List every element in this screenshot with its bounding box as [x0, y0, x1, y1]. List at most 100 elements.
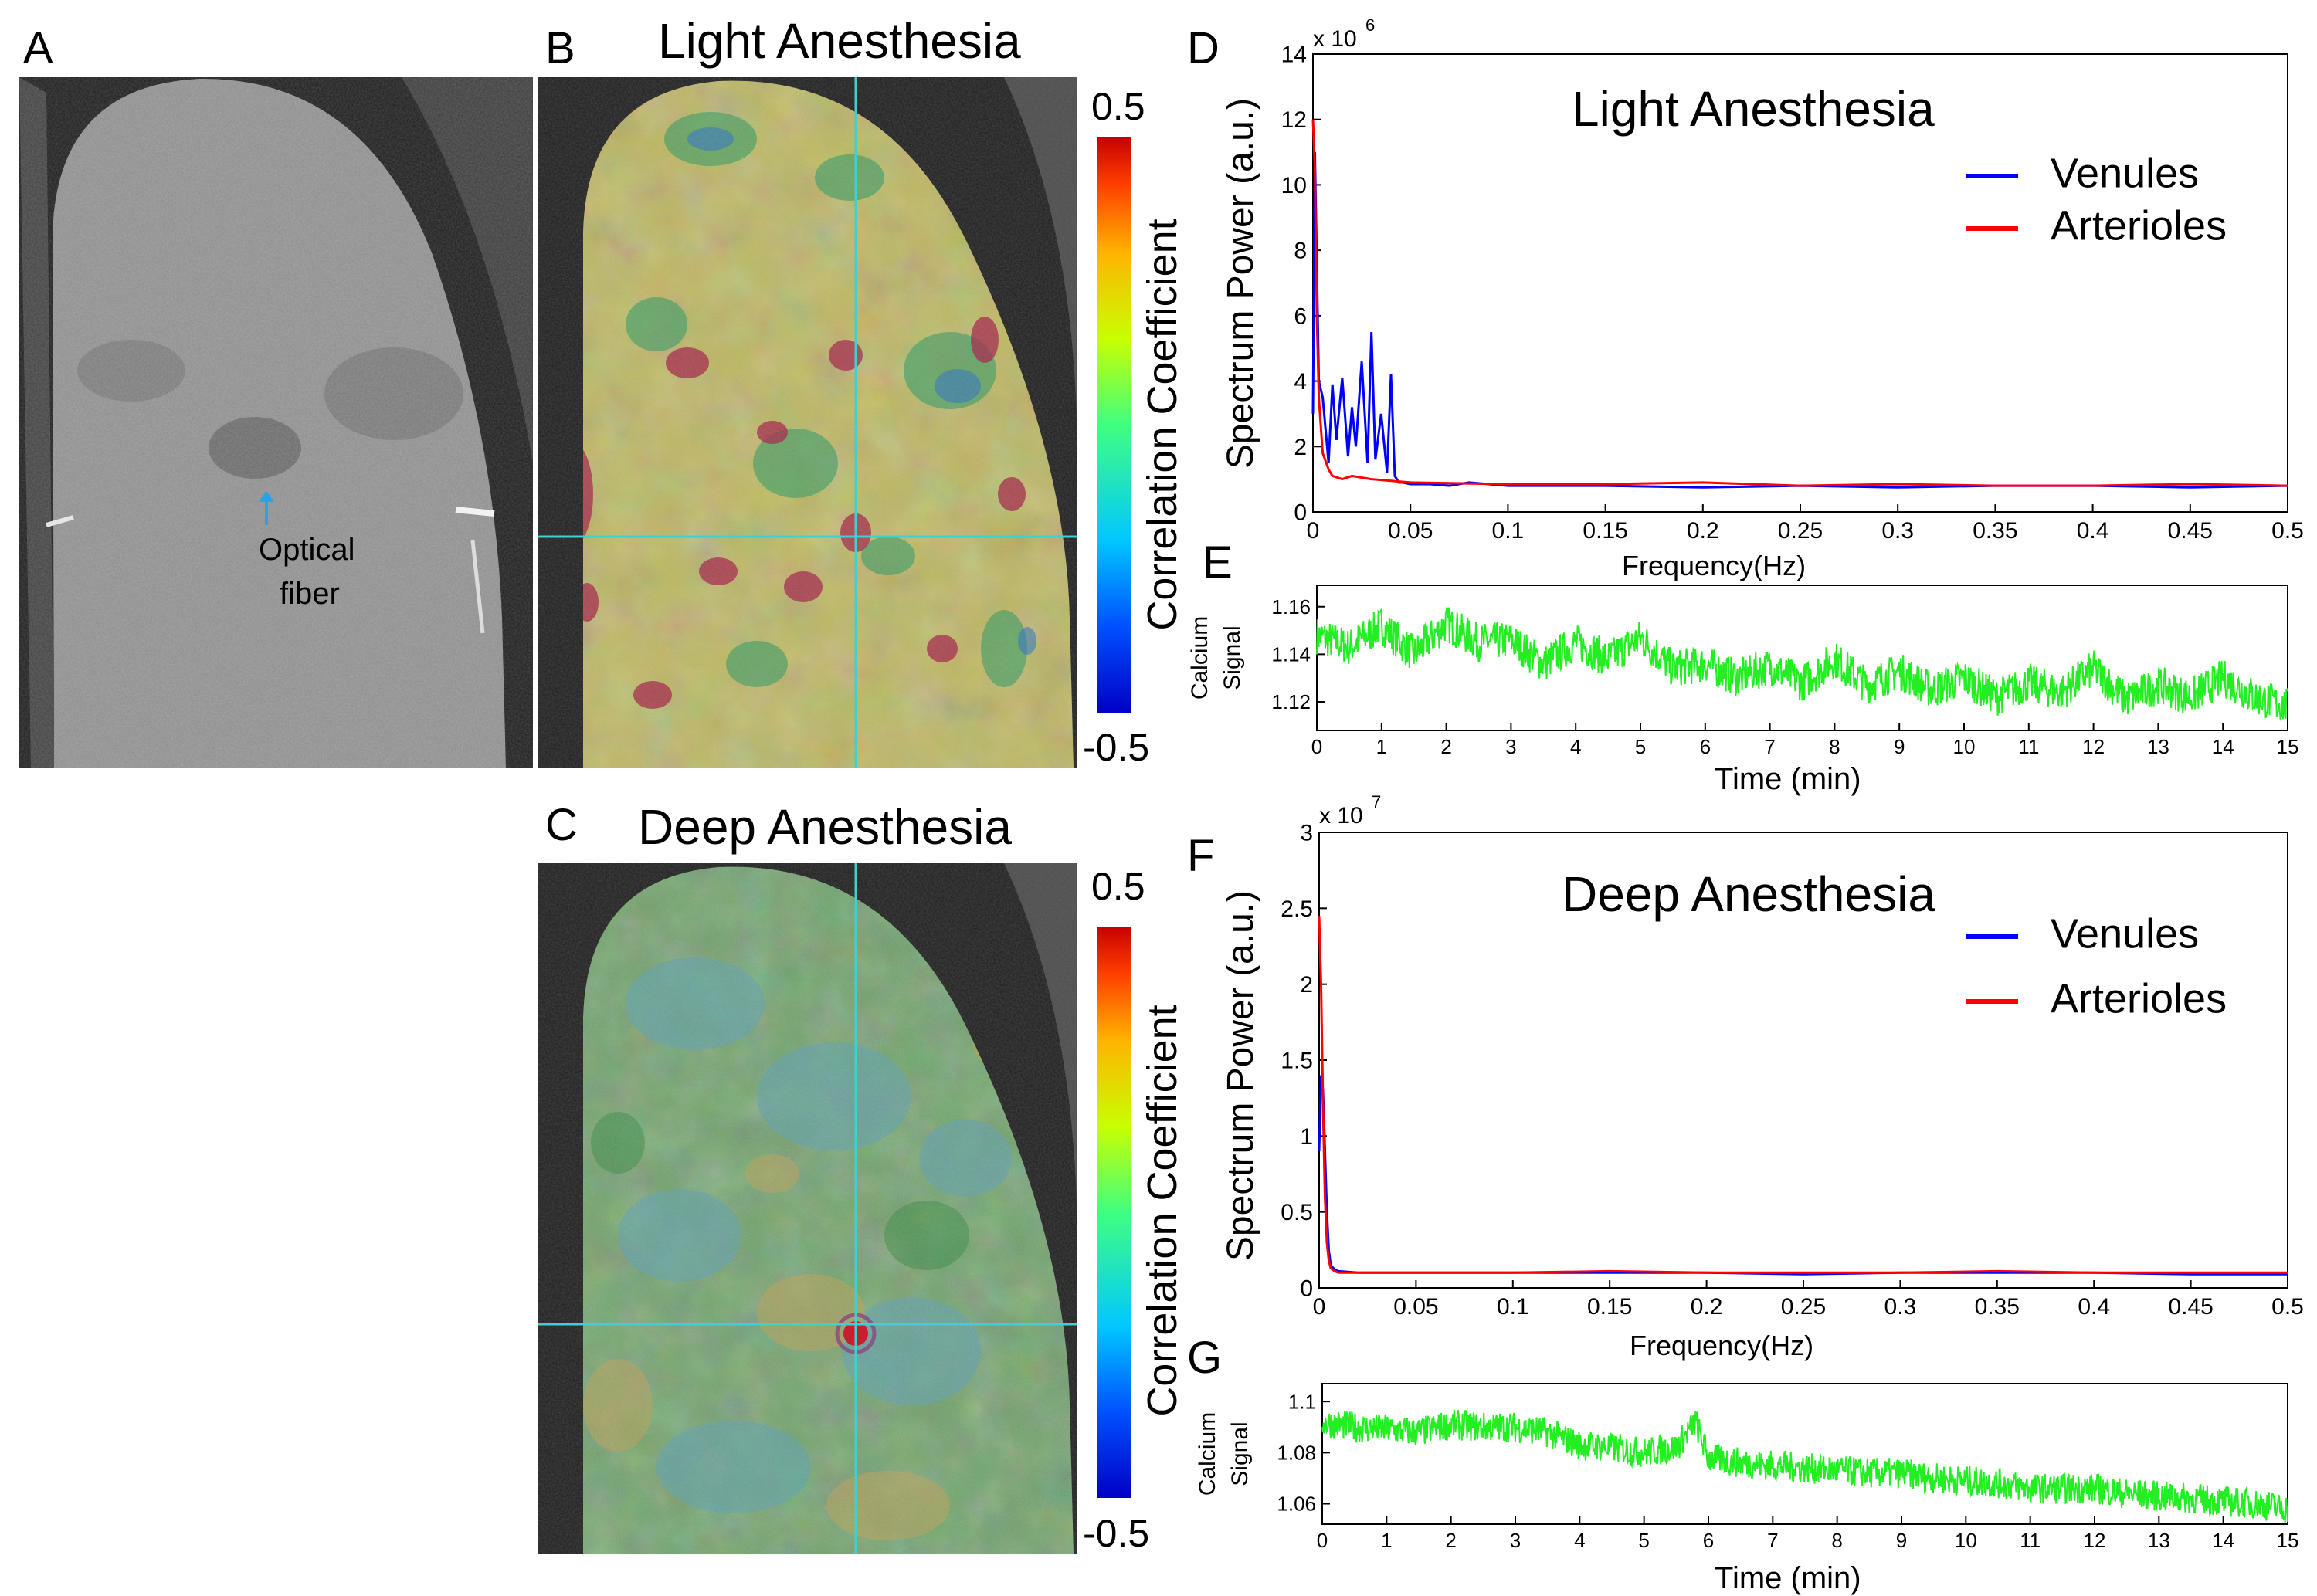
chart-d-ytick-label: 2	[1294, 435, 1307, 460]
panel-c-colorbar-max: 0.5	[1091, 865, 1145, 908]
chart-e-xtick-label: 2	[1440, 735, 1451, 758]
chart-e-xtick-label: 10	[1953, 735, 1976, 758]
chart-d-title: Light Anesthesia	[1572, 81, 1935, 137]
chart-f-exponent: x 10	[1319, 803, 1363, 828]
chart-g-xtick-label: 6	[1703, 1529, 1714, 1552]
chart-d-ytick-label: 4	[1294, 369, 1307, 395]
panel-letter-f: F	[1187, 831, 1214, 881]
panel-b-colorbar-min: -0.5	[1083, 726, 1149, 769]
chart-e-xtick-label: 1	[1376, 735, 1387, 758]
chart-e-ylabel-line1: Calcium	[1187, 616, 1213, 700]
optical-fiber-label-line2: fiber	[280, 577, 340, 611]
chart-e-ylabel-line2: Signal	[1220, 625, 1245, 690]
chart-e-xtick-label: 7	[1764, 735, 1775, 758]
chart-f-series-venules	[1318, 1075, 2288, 1276]
optical-fiber-label-line1: Optical	[259, 533, 355, 567]
chart-e-xtick-label: 9	[1894, 735, 1905, 758]
panel-c-correlation-map	[538, 863, 1077, 1554]
chart-f-exponent-power: 7	[1372, 792, 1381, 812]
chart-d-exponent-power: 6	[1365, 15, 1375, 35]
panel-b-correlation-map	[538, 77, 1077, 768]
chart-f-legend-arterioles: Arterioles	[2051, 975, 2227, 1022]
chart-f-xlabel: Frequency(Hz)	[1630, 1330, 1813, 1361]
chart-d-xtick-label: 0.3	[1881, 518, 1914, 544]
chart-f-xtick-label: 0.45	[2168, 1294, 2213, 1320]
chart-f-xtick-label: 0.4	[2078, 1294, 2110, 1320]
chart-g-xtick-label: 15	[2277, 1529, 2299, 1552]
panel-c-colorbar-min: -0.5	[1083, 1512, 1149, 1555]
chart-d-ytick-label: 12	[1281, 107, 1307, 133]
chart-d-xlabel: Frequency(Hz)	[1622, 550, 1806, 581]
chart-d-ytick-label: 14	[1281, 42, 1307, 68]
optical-fiber-annotation: Optical fiber	[259, 491, 355, 611]
chart-d-legend-venules: Venules	[2051, 150, 2199, 196]
chart-f-ytick-label: 3	[1300, 821, 1313, 846]
chart-d-ytick-label: 8	[1294, 239, 1307, 264]
chart-g-xtick-label: 4	[1574, 1529, 1585, 1552]
chart-e-xtick-label: 3	[1505, 735, 1516, 758]
chart-g-xtick-label: 0	[1317, 1529, 1328, 1552]
chart-f-xtick-label: 0.1	[1497, 1294, 1529, 1320]
chart-f-ylabel: Spectrum Power (a.u.)	[1220, 890, 1261, 1261]
chart-f-xtick-label: 0	[1313, 1294, 1326, 1320]
panel-b-colorbar-max: 0.5	[1091, 85, 1145, 128]
chart-d-legend-arterioles: Arterioles	[2051, 202, 2227, 249]
chart-d-ylabel: Spectrum Power (a.u.)	[1220, 98, 1261, 469]
chart-e-xlabel: Time (min)	[1715, 762, 1861, 796]
chart-g-xtick-label: 2	[1445, 1529, 1456, 1552]
chart-g-xtick-label: 13	[2148, 1529, 2170, 1552]
panel-letter-d: D	[1187, 23, 1220, 73]
chart-d-xtick-label: 0.2	[1687, 518, 1719, 544]
chart-g-series-calcium-signal	[1321, 1409, 2288, 1523]
chart-d-exponent: x 10	[1313, 26, 1357, 52]
chart-d: 0 0.05 0.1 0.15 0.2 0.25 0.3 0.35 0.4 0.45 0.5 0 2 4 6…	[1220, 15, 2304, 581]
chart-g-xtick-label: 5	[1638, 1529, 1649, 1552]
panel-c-colorbar-label: Correlation Coefficient	[1139, 1005, 1186, 1416]
chart-e-xtick-label: 11	[2018, 735, 2039, 758]
chart-g-xtick-label: 7	[1767, 1529, 1778, 1552]
chart-d-ytick-label: 6	[1294, 303, 1307, 329]
chart-f-title: Deep Anesthesia	[1562, 866, 1935, 922]
chart-f-ytick-label: 2.5	[1281, 896, 1313, 922]
panel-c-title: Deep Anesthesia	[638, 799, 1012, 855]
chart-e-xtick-label: 0	[1311, 735, 1322, 758]
panel-b-colorbar-label: Correlation Coefficient	[1139, 219, 1186, 630]
chart-e-xtick-label: 8	[1829, 735, 1840, 758]
chart-d-series-venules	[1311, 152, 2288, 489]
chart-d-ytick-label: 10	[1281, 173, 1307, 198]
chart-d-series-arterioles	[1311, 119, 2288, 487]
chart-f-xtick-label: 0.05	[1393, 1294, 1438, 1320]
panel-letter-g: G	[1187, 1333, 1222, 1383]
panel-letter-b: B	[545, 23, 575, 73]
chart-g-ylabel-line2: Signal	[1227, 1421, 1253, 1486]
chart-g-xtick-label: 14	[2212, 1529, 2234, 1552]
chart-g-xlabel: Time (min)	[1715, 1561, 1861, 1595]
chart-d-xtick-label: 0.1	[1492, 518, 1525, 544]
chart-e-series-calcium-signal	[1316, 606, 2288, 721]
chart-g-xtick-label: 12	[2084, 1529, 2106, 1552]
chart-d-xtick-label: 0	[1307, 518, 1320, 544]
chart-g-ytick-label: 1.08	[1277, 1441, 1316, 1464]
chart-d-xtick-label: 0.45	[2168, 518, 2213, 544]
chart-e-ytick-label: 1.12	[1271, 690, 1311, 713]
chart-d-xtick-label: 0.25	[1778, 518, 1823, 544]
chart-e-xtick-label: 4	[1570, 735, 1581, 758]
chart-d-xtick-label: 0.35	[1973, 518, 2017, 544]
chart-g-xtick-label: 8	[1831, 1529, 1842, 1552]
chart-d-xtick-label: 0.05	[1388, 518, 1433, 544]
chart-f-xtick-label: 0.2	[1691, 1294, 1723, 1320]
chart-d-ytick-label: 0	[1294, 500, 1307, 526]
chart-g-ytick-label: 1.1	[1288, 1390, 1316, 1413]
chart-f-ytick-label: 0.5	[1281, 1200, 1313, 1225]
chart-f-xtick-label: 0.3	[1884, 1294, 1917, 1320]
chart-e-xtick-label: 15	[2277, 735, 2299, 758]
chart-g-xtick-label: 3	[1510, 1529, 1521, 1552]
chart-e-xtick-label: 5	[1635, 735, 1646, 758]
chart-f: 0 0.05 0.1 0.15 0.2 0.25 0.3 0.35 0.4 0.45 0.5 0 0.5…	[1220, 792, 2304, 1361]
chart-e-ytick-label: 1.14	[1271, 642, 1311, 666]
chart-e-ytick-label: 1.16	[1271, 595, 1311, 618]
panel-letter-a: A	[23, 23, 53, 73]
chart-g-ylabel-line1: Calcium	[1195, 1412, 1220, 1496]
chart-d-xtick-label: 0.4	[2077, 518, 2109, 544]
